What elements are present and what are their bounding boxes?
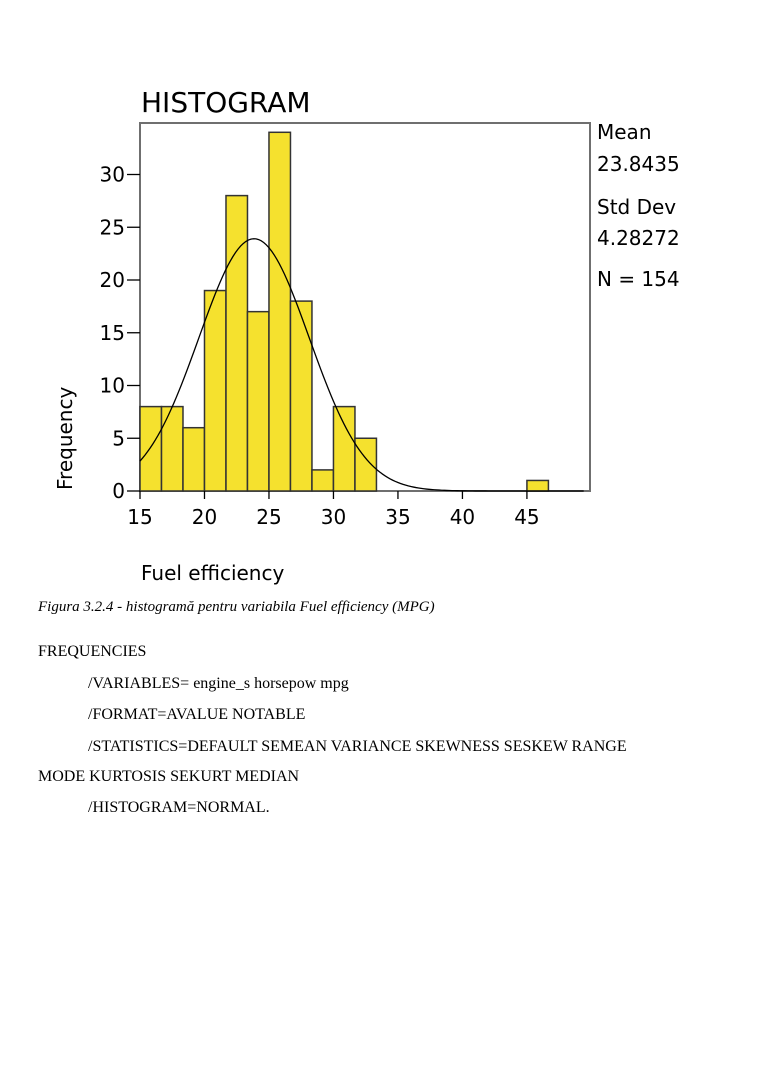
histogram-bar: [268, 131, 292, 492]
y-tick-label: 30: [100, 163, 125, 187]
histogram-bar: [203, 289, 227, 492]
stat-std-value: 4.28272: [597, 226, 680, 250]
y-tick-label: 0: [112, 479, 125, 503]
histogram-bar: [289, 300, 313, 492]
stat-std-label: Std Dev: [597, 195, 676, 219]
stat-n: N = 154: [597, 267, 680, 291]
y-tick-label: 5: [112, 426, 125, 450]
x-axis-label: Fuel efficiency: [141, 561, 284, 585]
x-axis: 15 20 25 30 35 40 45: [127, 491, 540, 529]
histogram-bars: [139, 131, 550, 492]
y-tick-label: 10: [100, 374, 125, 398]
histogram-bar: [526, 479, 550, 492]
histogram-bar: [332, 405, 356, 492]
syntax-line-format: /FORMAT=AVALUE NOTABLE: [88, 706, 306, 723]
histogram-bar: [225, 194, 249, 492]
histogram-bar: [311, 469, 335, 492]
syntax-line-statistics-cont: MODE KURTOSIS SEKURT MEDIAN: [38, 768, 300, 785]
figure-caption: Figura 3.2.4 - histogramă pentru variabi…: [38, 599, 435, 615]
histogram-chart: HISTOGRAM 15 20 25 30 35 40 45 0 5 10 15 20 25 30 Fu…: [53, 86, 680, 585]
histogram-bar: [246, 310, 270, 492]
histogram-bar: [182, 426, 206, 492]
y-tick-label: 20: [100, 268, 125, 292]
y-tick-label: 25: [100, 215, 125, 239]
x-tick-label: 35: [385, 505, 410, 529]
x-tick-label: 45: [514, 505, 539, 529]
stat-mean-value: 23.8435: [597, 152, 680, 176]
x-tick-label: 15: [127, 505, 152, 529]
syntax-line-variables: /VARIABLES= engine_s horsepow mpg: [88, 675, 349, 692]
histogram-bar: [354, 437, 378, 492]
histogram-svg: HISTOGRAM 15 20 25 30 35 40 45 0 5 10 15 20 25 30 Fu…: [53, 86, 680, 585]
stat-mean-label: Mean: [597, 120, 652, 144]
syntax-line-statistics: /STATISTICS=DEFAULT SEMEAN VARIANCE SKEW…: [88, 738, 627, 755]
x-tick-label: 25: [256, 505, 281, 529]
y-axis-label: Frequency: [53, 387, 77, 490]
x-tick-label: 20: [192, 505, 217, 529]
normal-curve: [139, 238, 584, 492]
histogram-bar: [139, 405, 163, 492]
histogram-bar: [160, 405, 184, 492]
syntax-line-histogram: /HISTOGRAM=NORMAL.: [88, 799, 270, 816]
syntax-line-frequencies: FREQUENCIES: [38, 643, 147, 660]
chart-title: HISTOGRAM: [141, 86, 311, 119]
y-axis: 0 5 10 15 20 25 30: [100, 163, 140, 503]
x-tick-label: 30: [321, 505, 346, 529]
y-tick-label: 15: [100, 321, 125, 345]
x-tick-label: 40: [450, 505, 475, 529]
